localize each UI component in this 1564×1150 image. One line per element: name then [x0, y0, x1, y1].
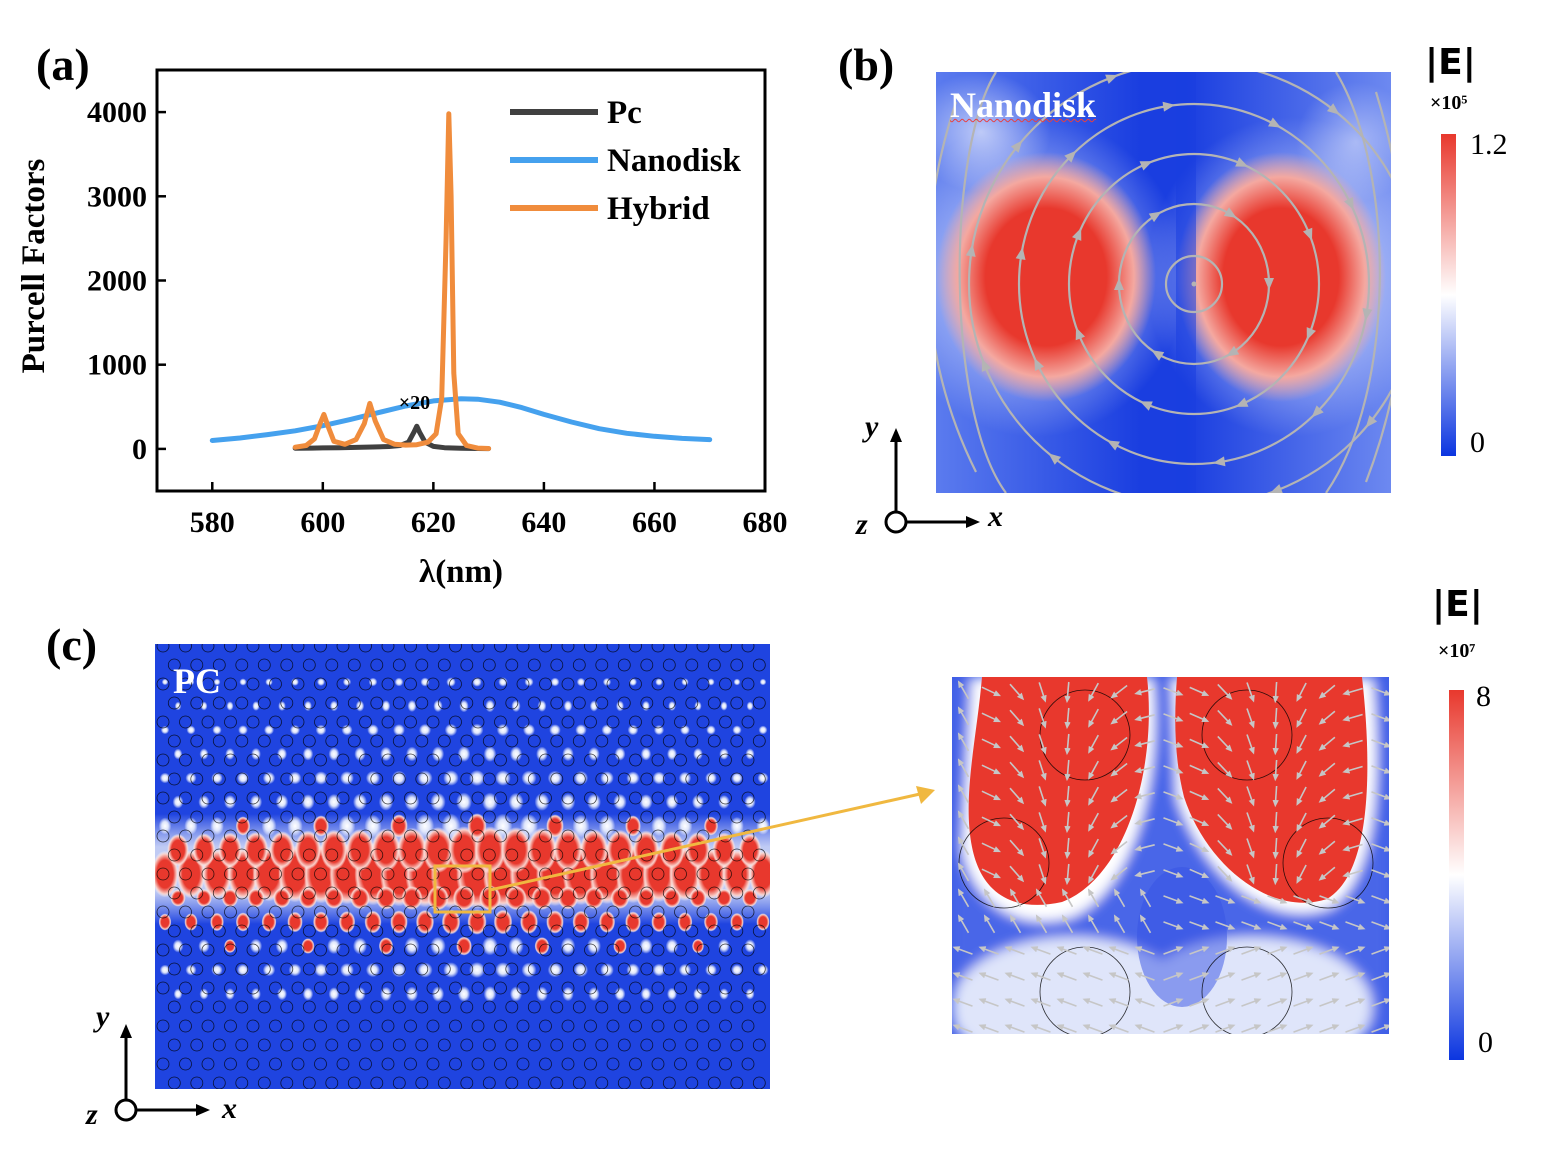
colorbar-c: [1449, 690, 1464, 1060]
nanodisk-field-map: Nanodisk: [936, 72, 1391, 493]
x-tick-label: 600: [300, 506, 345, 539]
legend-label-nanodisk: Nanodisk: [607, 143, 742, 179]
colorbar-c-min: 0: [1478, 1026, 1493, 1059]
y-tick-label: 0: [132, 433, 147, 466]
panel-label-a: (a): [36, 39, 90, 90]
nanodisk-title: Nanodisk: [950, 85, 1097, 125]
series-line-nanodisk: [209, 396, 713, 443]
colorbar-b-multiplier: ×10⁵: [1430, 92, 1468, 114]
plot-frame: [155, 68, 767, 493]
y-tick-label: 2000: [87, 265, 147, 298]
zoom-arrow: [489, 786, 935, 892]
axis-y-label-b: y: [865, 410, 879, 443]
axis-z-label-b: z: [856, 508, 868, 541]
colorbar-b-min: 0: [1470, 426, 1485, 459]
axes-indicator-b: [884, 428, 980, 534]
colorbar-c-title: |E|: [1432, 584, 1483, 625]
colorbar-b-max: 1.2: [1470, 128, 1508, 161]
legend-label-hybrid: Hybrid: [607, 191, 710, 227]
colorbar-c-max: 8: [1476, 680, 1491, 713]
panel-label-c: (c): [46, 619, 98, 670]
panel-label-b: (b): [838, 39, 895, 90]
colorbar-b: [1441, 134, 1456, 456]
pc-field-map: PC: [155, 644, 770, 1089]
annotation-x20: ×20: [399, 392, 430, 414]
series-line-pc: [292, 423, 492, 452]
y-tick-label: 3000: [87, 180, 147, 213]
x-tick-label: 680: [743, 506, 788, 539]
axis-z-label-c: z: [86, 1098, 98, 1131]
axis-x-label-b: x: [988, 500, 1003, 533]
y-axis-label: Purcell Factors: [16, 158, 52, 373]
zoomed-field-map: [952, 677, 1389, 1034]
pc-title: PC: [173, 661, 221, 701]
axis-y-label-c: y: [96, 1000, 110, 1033]
y-tick-label: 1000: [87, 349, 147, 382]
colorbar-c-multiplier: ×10⁷: [1438, 640, 1476, 662]
y-tick-label: 4000: [87, 96, 147, 129]
x-tick-label: 660: [632, 506, 677, 539]
purcell-chart: 580 600 620 640 660 680 0 1000 2000 3000 4000 Pc N…: [16, 68, 788, 590]
x-tick-label: 580: [190, 506, 235, 539]
axis-x-label-c: x: [222, 1092, 237, 1125]
x-tick-label: 620: [411, 506, 456, 539]
axes-indicator-c: [114, 1024, 210, 1122]
legend-label-pc: Pc: [607, 95, 642, 131]
x-axis-label: λ(nm): [419, 554, 503, 590]
series-line-hybrid: [292, 111, 492, 451]
colorbar-b-title: |E|: [1425, 42, 1476, 83]
x-tick-label: 640: [521, 506, 566, 539]
